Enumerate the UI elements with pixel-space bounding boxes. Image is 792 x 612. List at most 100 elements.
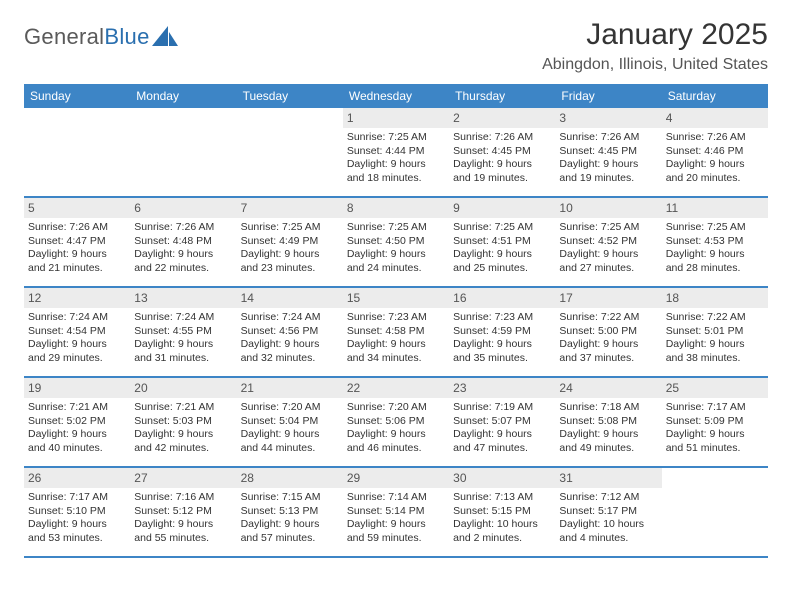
day-number: 21 <box>237 378 343 398</box>
daylight-line: Daylight: 9 hours and 27 minutes. <box>559 248 657 275</box>
sunrise-line: Sunrise: 7:26 AM <box>28 221 126 235</box>
sunrise-line: Sunrise: 7:23 AM <box>453 311 551 325</box>
daylight-line: Daylight: 9 hours and 21 minutes. <box>28 248 126 275</box>
logo: GeneralBlue <box>24 18 178 50</box>
sunset-line: Sunset: 4:46 PM <box>666 145 764 159</box>
sunset-line: Sunset: 4:51 PM <box>453 235 551 249</box>
sunset-line: Sunset: 4:55 PM <box>134 325 232 339</box>
sunrise-line: Sunrise: 7:13 AM <box>453 491 551 505</box>
sunrise-line: Sunrise: 7:24 AM <box>134 311 232 325</box>
day-number: 6 <box>130 198 236 218</box>
sunset-line: Sunset: 4:44 PM <box>347 145 445 159</box>
day-number: 28 <box>237 468 343 488</box>
week-row: 5Sunrise: 7:26 AMSunset: 4:47 PMDaylight… <box>24 198 768 288</box>
day-cell: 27Sunrise: 7:16 AMSunset: 5:12 PMDayligh… <box>130 468 236 556</box>
sunrise-line: Sunrise: 7:25 AM <box>241 221 339 235</box>
sunset-line: Sunset: 5:14 PM <box>347 505 445 519</box>
day-number: 23 <box>449 378 555 398</box>
day-details: Sunrise: 7:26 AMSunset: 4:45 PMDaylight:… <box>453 131 551 186</box>
day-cell: 11 Sunrise: 7:25 AMSunset: 4:53 PMDayligh… <box>662 198 768 286</box>
day-number: 16 <box>449 288 555 308</box>
sunrise-line: Sunrise: 7:25 AM <box>559 221 657 235</box>
sunset-line: Sunset: 4:45 PM <box>559 145 657 159</box>
day-cell: 10 Sunrise: 7:25 AMSunset: 4:52 PMDayligh… <box>555 198 661 286</box>
day-cell: 5Sunrise: 7:26 AMSunset: 4:47 PMDaylight… <box>24 198 130 286</box>
day-number: 22 <box>343 378 449 398</box>
logo-part2: Blue <box>104 24 149 49</box>
daylight-line: Daylight: 10 hours and 4 minutes. <box>559 518 657 545</box>
day-details: Sunrise: 7:25 AMSunset: 4:53 PMDaylight:… <box>666 221 764 276</box>
daylight-line: Daylight: 9 hours and 32 minutes. <box>241 338 339 365</box>
sunset-line: Sunset: 5:08 PM <box>559 415 657 429</box>
day-cell: 13Sunrise: 7:24 AMSunset: 4:55 PMDayligh… <box>130 288 236 376</box>
sunset-line: Sunset: 5:10 PM <box>28 505 126 519</box>
day-cell: 12 Sunrise: 7:24 AMSunset: 4:54 PMDayligh… <box>24 288 130 376</box>
daylight-line: Daylight: 9 hours and 44 minutes. <box>241 428 339 455</box>
daylight-line: Daylight: 9 hours and 40 minutes. <box>28 428 126 455</box>
day-number: 18 <box>662 288 768 308</box>
sunrise-line: Sunrise: 7:26 AM <box>134 221 232 235</box>
day-cell: 8Sunrise: 7:25 AMSunset: 4:50 PMDaylight… <box>343 198 449 286</box>
day-details: Sunrise: 7:24 AMSunset: 4:54 PMDaylight:… <box>28 311 126 366</box>
daylight-line: Daylight: 9 hours and 47 minutes. <box>453 428 551 455</box>
day-number: 11 <box>662 198 768 218</box>
day-cell: 9Sunrise: 7:25 AMSunset: 4:51 PMDaylight… <box>449 198 555 286</box>
title-block: January 2025 Abingdon, Illinois, United … <box>542 18 768 74</box>
day-cell: 4Sunrise: 7:26 AMSunset: 4:46 PMDaylight… <box>662 108 768 196</box>
day-cell: 23 Sunrise: 7:19 AMSunset: 5:07 PMDayligh… <box>449 378 555 466</box>
day-details: Sunrise: 7:16 AMSunset: 5:12 PMDaylight:… <box>134 491 232 546</box>
week-row: 19Sunrise: 7:21 AMSunset: 5:02 PMDayligh… <box>24 378 768 468</box>
sunrise-line: Sunrise: 7:23 AM <box>347 311 445 325</box>
sunset-line: Sunset: 5:00 PM <box>559 325 657 339</box>
sunrise-line: Sunrise: 7:17 AM <box>666 401 764 415</box>
sunset-line: Sunset: 5:12 PM <box>134 505 232 519</box>
week-row: 1Sunrise: 7:25 AMSunset: 4:44 PMDaylight… <box>24 108 768 198</box>
sunrise-line: Sunrise: 7:17 AM <box>28 491 126 505</box>
daylight-line: Daylight: 9 hours and 57 minutes. <box>241 518 339 545</box>
day-number: 2 <box>449 108 555 128</box>
day-cell: 15Sunrise: 7:23 AMSunset: 4:58 PMDayligh… <box>343 288 449 376</box>
sunrise-line: Sunrise: 7:25 AM <box>347 131 445 145</box>
sunset-line: Sunset: 4:52 PM <box>559 235 657 249</box>
day-cell: 22Sunrise: 7:20 AMSunset: 5:06 PMDayligh… <box>343 378 449 466</box>
calendar: SundayMondayTuesdayWednesdayThursdayFrid… <box>24 84 768 558</box>
sail-icon <box>152 26 178 48</box>
sunset-line: Sunset: 4:56 PM <box>241 325 339 339</box>
day-details: Sunrise: 7:20 AMSunset: 5:04 PMDaylight:… <box>241 401 339 456</box>
day-details: Sunrise: 7:17 AMSunset: 5:10 PMDaylight:… <box>28 491 126 546</box>
week-row: 12 Sunrise: 7:24 AMSunset: 4:54 PMDayligh… <box>24 288 768 378</box>
daylight-line: Daylight: 9 hours and 51 minutes. <box>666 428 764 455</box>
daylight-line: Daylight: 9 hours and 25 minutes. <box>453 248 551 275</box>
day-number: 30 <box>449 468 555 488</box>
empty-cell <box>662 468 768 556</box>
day-number: 3 <box>555 108 661 128</box>
day-details: Sunrise: 7:13 AMSunset: 5:15 PMDaylight:… <box>453 491 551 546</box>
day-details: Sunrise: 7:14 AMSunset: 5:14 PMDaylight:… <box>347 491 445 546</box>
sunrise-line: Sunrise: 7:21 AM <box>134 401 232 415</box>
day-number: 10 <box>555 198 661 218</box>
day-number: 8 <box>343 198 449 218</box>
daylight-line: Daylight: 9 hours and 55 minutes. <box>134 518 232 545</box>
day-cell: 18Sunrise: 7:22 AMSunset: 5:01 PMDayligh… <box>662 288 768 376</box>
weekday-header: Wednesday <box>343 84 449 108</box>
day-number: 7 <box>237 198 343 218</box>
daylight-line: Daylight: 9 hours and 37 minutes. <box>559 338 657 365</box>
sunset-line: Sunset: 5:04 PM <box>241 415 339 429</box>
sunrise-line: Sunrise: 7:22 AM <box>666 311 764 325</box>
sunrise-line: Sunrise: 7:24 AM <box>28 311 126 325</box>
day-details: Sunrise: 7:19 AMSunset: 5:07 PMDaylight:… <box>453 401 551 456</box>
daylight-line: Daylight: 9 hours and 22 minutes. <box>134 248 232 275</box>
day-cell: 17Sunrise: 7:22 AMSunset: 5:00 PMDayligh… <box>555 288 661 376</box>
sunset-line: Sunset: 4:59 PM <box>453 325 551 339</box>
daylight-line: Daylight: 9 hours and 20 minutes. <box>666 158 764 185</box>
day-details: Sunrise: 7:12 AMSunset: 5:17 PMDaylight:… <box>559 491 657 546</box>
day-number: 9 <box>449 198 555 218</box>
daylight-line: Daylight: 9 hours and 19 minutes. <box>453 158 551 185</box>
weekday-header: Saturday <box>662 84 768 108</box>
day-cell: 20Sunrise: 7:21 AMSunset: 5:03 PMDayligh… <box>130 378 236 466</box>
sunrise-line: Sunrise: 7:24 AM <box>241 311 339 325</box>
daylight-line: Daylight: 9 hours and 53 minutes. <box>28 518 126 545</box>
day-cell: 19Sunrise: 7:21 AMSunset: 5:02 PMDayligh… <box>24 378 130 466</box>
sunset-line: Sunset: 5:06 PM <box>347 415 445 429</box>
day-number: 12 <box>24 288 130 308</box>
